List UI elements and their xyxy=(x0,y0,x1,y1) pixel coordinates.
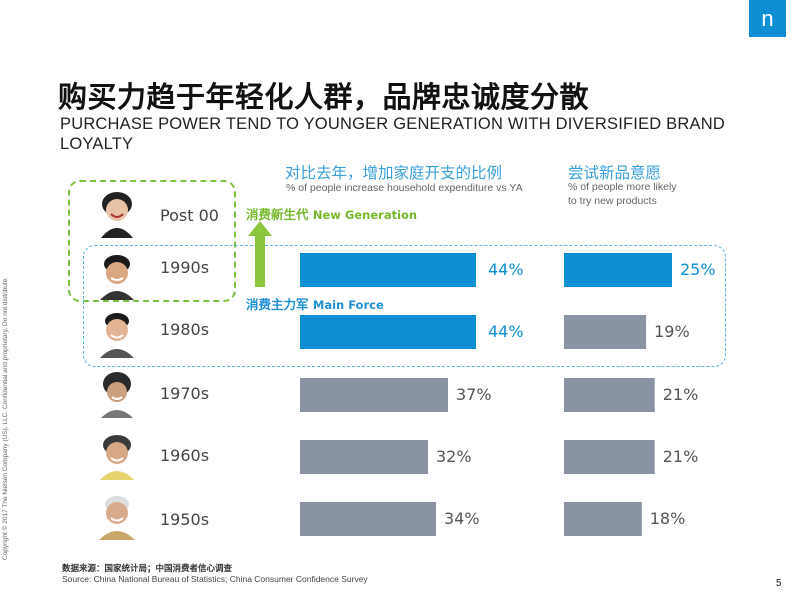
avatar-1970s xyxy=(95,370,139,418)
bar-series1-1960s xyxy=(300,440,428,474)
bar-label-series2-1960s: 21% xyxy=(663,447,699,466)
copyright-note: Copyright © 2017 The Nielsen Company (US… xyxy=(2,276,9,560)
row-label-post00: Post 00 xyxy=(160,206,219,225)
avatar-1950s xyxy=(95,492,139,540)
source-cn: 数据来源：国家统计局；中国消费者信心调查 xyxy=(62,564,233,574)
row-label-1950s: 1950s xyxy=(160,510,210,529)
bar-series2-1960s xyxy=(564,440,655,474)
main-force-highlight-box xyxy=(83,245,726,367)
up-arrow-icon xyxy=(248,221,272,287)
page-title: 购买力趋于年轻化人群，品牌忠诚度分散 xyxy=(58,80,590,114)
row-label-1960s: 1960s xyxy=(160,446,210,465)
new-generation-en: New Generation xyxy=(312,208,418,222)
logo-glyph: n xyxy=(761,6,773,31)
bar-series1-1970s xyxy=(300,378,448,412)
avatar-1990s xyxy=(95,252,139,300)
main-force-cn: 消费主力军 xyxy=(246,297,309,312)
new-generation-highlight-box xyxy=(68,180,236,302)
avatar-post00 xyxy=(95,190,139,238)
bar-series1-1950s xyxy=(300,502,436,536)
bar-series2-1950s xyxy=(564,502,642,536)
page-number: 5 xyxy=(776,578,782,589)
row-label-1990s: 1990s xyxy=(160,258,210,277)
main-force-label: 消费主力军 Main Force xyxy=(246,294,384,313)
bar-label-series2-1970s: 21% xyxy=(663,385,699,404)
bar-label-series1-1970s: 37% xyxy=(456,385,492,404)
col1-title: 对比去年，增加家庭开支的比例 xyxy=(285,164,503,182)
col2-title: 尝试新品意愿 xyxy=(568,164,662,182)
bar-label-series1-1960s: 32% xyxy=(436,447,472,466)
new-generation-label: 消费新生代 New Generation xyxy=(246,204,417,223)
row-label-1980s: 1980s xyxy=(160,320,210,339)
col2-subtitle-line2: to try new products xyxy=(568,195,657,207)
col2-subtitle: % of people more likely to try new produ… xyxy=(568,180,677,208)
bar-label-series2-1950s: 18% xyxy=(650,509,686,528)
page-subtitle: PURCHASE POWER TEND TO YOUNGER GENERATIO… xyxy=(60,115,725,153)
avatar-1960s xyxy=(95,432,139,480)
source-en: Source: China National Bureau of Statist… xyxy=(62,574,368,584)
avatar-1980s xyxy=(95,310,139,358)
main-force-en: Main Force xyxy=(312,298,384,312)
bar-series2-1970s xyxy=(564,378,655,412)
new-generation-cn: 消费新生代 xyxy=(246,207,309,222)
nielsen-logo: n xyxy=(749,0,786,37)
col2-subtitle-line1: % of people more likely xyxy=(568,181,677,193)
row-label-1970s: 1970s xyxy=(160,384,210,403)
bar-label-series1-1950s: 34% xyxy=(444,509,480,528)
col1-subtitle: % of people increase household expenditu… xyxy=(286,182,523,194)
